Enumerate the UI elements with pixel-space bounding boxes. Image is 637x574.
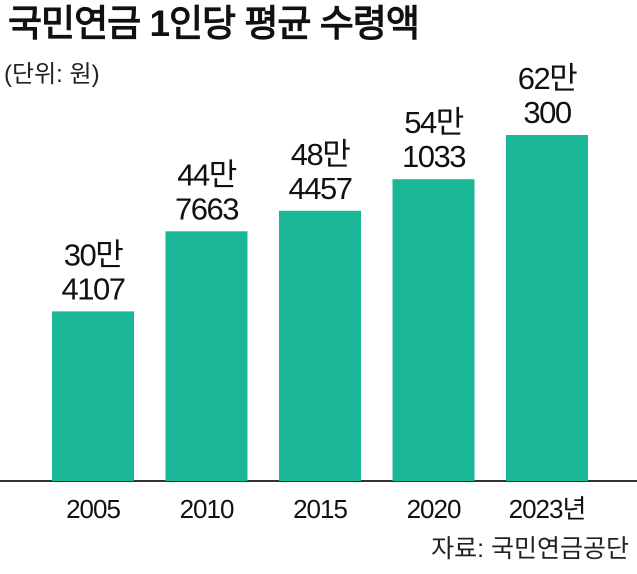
x-tick-label-3: 2020 xyxy=(407,494,461,524)
source-note: 자료: 국민연금공단 xyxy=(431,535,629,563)
bar-0 xyxy=(52,311,134,481)
x-tick-label-1: 2010 xyxy=(180,494,234,524)
data-label-1-0: 44만 xyxy=(177,157,236,192)
bar-2 xyxy=(279,210,361,481)
x-tick-label-4: 2023년 xyxy=(509,494,586,524)
data-label-4-0: 62만 xyxy=(518,61,577,96)
unit-note: (단위: 원) xyxy=(4,61,100,88)
data-label-3-0: 54만 xyxy=(404,105,463,140)
data-label-2-1: 4457 xyxy=(289,171,352,206)
bar-4 xyxy=(506,135,588,481)
x-tick-label-2: 2015 xyxy=(293,494,347,524)
data-label-3-1: 1033 xyxy=(402,139,465,174)
data-label-1-1: 7663 xyxy=(175,191,238,226)
bar-3 xyxy=(392,179,475,481)
data-label-2-0: 48만 xyxy=(291,137,350,172)
bar-1 xyxy=(165,231,248,481)
data-label-0-1: 4107 xyxy=(62,271,125,306)
x-tick-label-0: 2005 xyxy=(66,494,120,524)
chart-title: 국민연금 1인당 평균 수령액 xyxy=(8,3,420,44)
data-label-0-0: 30만 xyxy=(64,237,123,272)
data-label-4-1: 300 xyxy=(523,95,571,130)
